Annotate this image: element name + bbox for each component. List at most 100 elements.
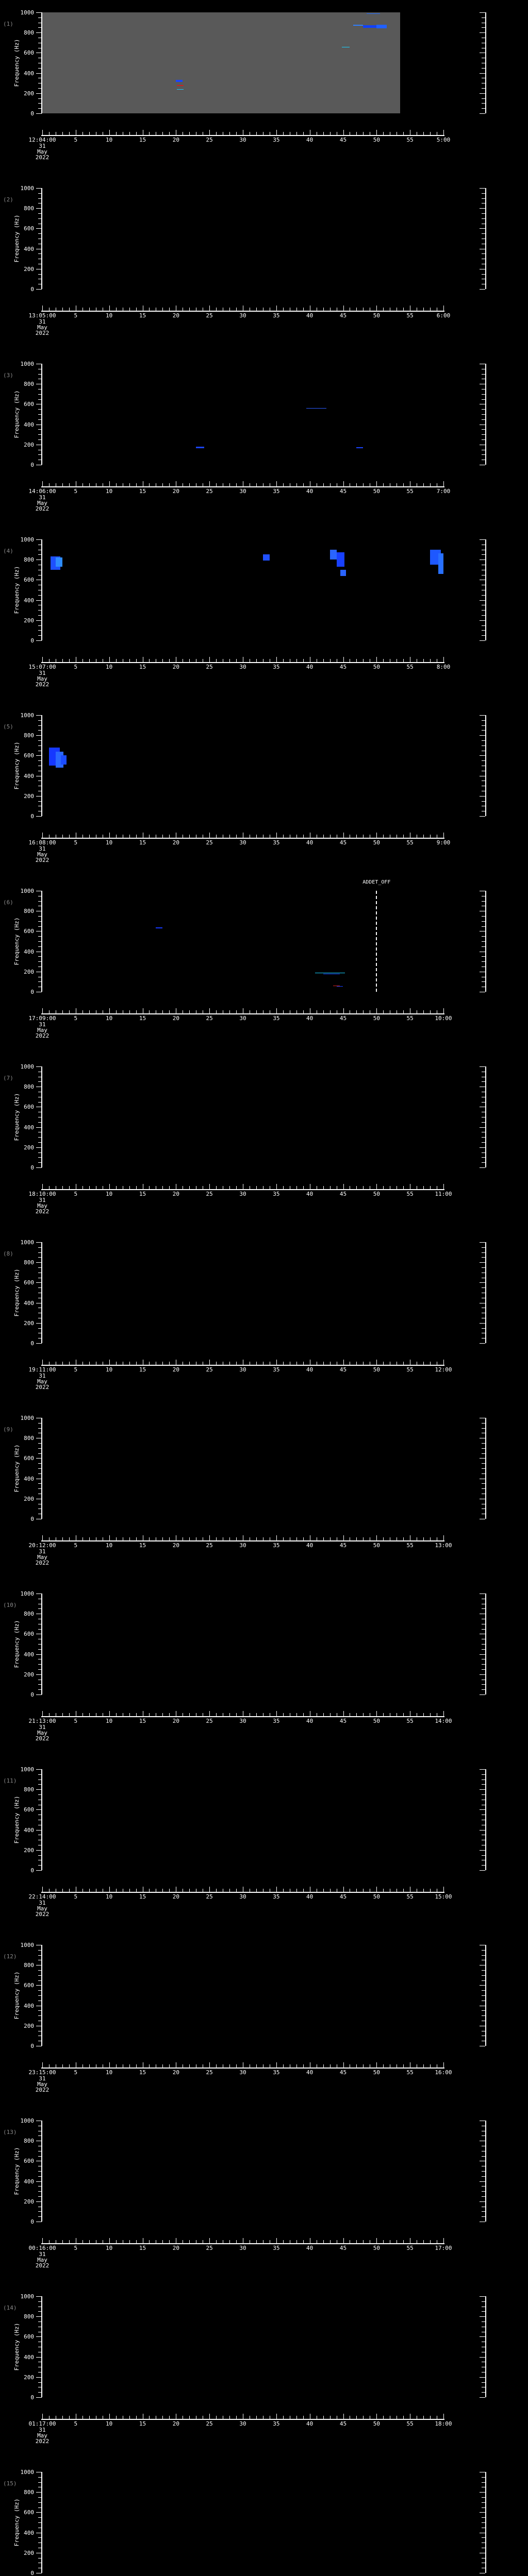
y-tick [38,454,42,455]
right-y-tick [480,1066,485,1067]
x-tick [109,2414,110,2419]
y-tick [36,735,42,736]
y-tick-label: 600 [24,1631,34,1638]
right-y-tick [480,2357,485,2358]
x-tick-label-end: 16:00 [435,2069,452,2076]
x-tick [162,659,163,663]
x-tick [376,2062,377,2068]
y-tick-label: 600 [24,2509,34,2516]
x-tick [109,1008,110,1014]
x-tick [82,2064,83,2068]
x-tick [329,1537,331,1541]
x-tick [189,659,190,663]
y-tick [38,720,42,721]
x-tick [329,483,331,487]
right-y-tick [482,1287,485,1289]
x-tick-label: 20 [172,1542,179,1549]
y-tick-label: 1000 [20,1942,35,1948]
x-tick-label: 15 [139,1015,146,1022]
x-tick [356,835,357,838]
x-tick-label-end: 12:00 [435,1366,452,1373]
x-tick [343,1887,344,1892]
right-y-tick [482,801,485,802]
x-tick-label: 50 [373,137,380,143]
x-tick [42,2414,43,2419]
y-axis-spine [41,1945,42,2046]
x-tick [189,1889,190,1892]
x-tick [303,2064,304,2068]
x-tick-label: 20 [172,2245,179,2251]
x-tick [169,1713,170,1717]
x-tick [216,2416,217,2419]
x-tick [356,308,357,311]
right-y-tick [480,93,485,94]
right-y-tick [482,956,485,957]
x-tick [89,659,90,663]
y-tick [36,1789,42,1790]
x-tick [296,1010,297,1014]
x-tick [443,1184,444,1190]
x-tick [376,1887,377,1892]
x-axis-date-line: 2022 [35,1560,50,1566]
right-y-tick [480,2181,485,2182]
x-tick [303,1889,304,1892]
y-tick [36,2181,42,2182]
y-tick-label: 0 [30,2218,34,2225]
x-tick [283,483,284,487]
y-tick [38,274,42,275]
x-tick [216,1889,217,1892]
x-tick [69,308,70,311]
y-tick [36,1654,42,1655]
y-tick [38,1157,42,1158]
right-y-tick [482,213,485,214]
x-tick-label: 10 [106,1893,113,1900]
x-tick [169,2064,170,2068]
right-y-tick [482,1443,485,1444]
x-tick [323,2064,324,2068]
x-tick-label: 10 [106,664,113,670]
right-y-tick [482,98,485,99]
x-tick-label-start: 15:07:00 [28,664,56,670]
y-tick [38,760,42,761]
x-tick [229,2240,230,2244]
x-tick-label-end: 6:00 [436,312,451,319]
x-tick [69,659,70,663]
x-axis-spine [41,486,444,487]
y-tick [36,2512,42,2513]
x-tick [216,483,217,487]
x-tick-label: 15 [139,137,146,143]
x-tick [283,132,284,135]
x-tick-labels: 18:10:00 5 10 15 20 25 30 35 40 45 50 55 11:00 [0,1191,528,1198]
x-tick-label: 25 [206,1366,213,1373]
x-tick [136,1010,137,1014]
panel-index-label: (5) [3,723,13,730]
right-y-tick [482,615,485,616]
y-tick [38,921,42,922]
right-y-tick [482,1483,485,1484]
right-y-tick [482,941,485,942]
x-tick [303,835,304,838]
right-y-tick [482,1428,485,1429]
y-tick [36,1147,42,1148]
detection-mark [176,85,184,86]
right-y-tick [482,429,485,430]
x-axis-spine [41,1716,444,1717]
y-tick [36,755,42,756]
panel-index-label: (4) [3,548,13,554]
x-tick [62,1889,63,1892]
x-tick [42,306,43,311]
panel-15: (15)Frequency (Hz)0200400600800100002:18… [0,2460,528,2576]
y-tick [38,916,42,917]
right-y-tick [482,740,485,741]
x-tick-label-start: 14:06:00 [28,488,56,495]
y-tick-label: 400 [24,70,34,77]
x-tick [296,1713,297,1717]
x-tick-label: 15 [139,2245,146,2251]
x-tick [149,835,150,838]
y-tick [36,1066,42,1067]
y-tick-label: 200 [24,2198,34,2205]
detection-mark [55,557,62,567]
y-tick-label: 800 [24,732,34,739]
y-tick-label: 400 [24,245,34,252]
x-tick-label: 15 [139,1191,146,1197]
